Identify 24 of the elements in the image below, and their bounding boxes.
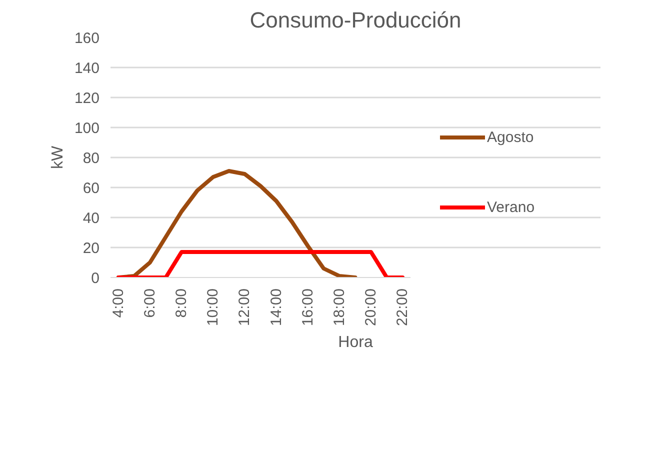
y-tick-label: 120 [74, 90, 100, 107]
y-axis-title: kW [49, 145, 66, 170]
legend-label: Verano [487, 198, 535, 216]
x-tick-label: 20:00 [362, 288, 380, 326]
y-tick-label: 0 [91, 270, 100, 287]
y-tick-label: 160 [74, 30, 100, 47]
x-tick-label: 8:00 [173, 288, 190, 318]
x-tick-label: 4:00 [110, 288, 127, 318]
x-tick-label: 18:00 [330, 288, 348, 326]
x-tick-label: 6:00 [141, 288, 158, 318]
x-tick-label: 22:00 [394, 288, 412, 326]
legend-label: Agosto [487, 128, 534, 146]
x-tick-label: 14:00 [268, 288, 285, 326]
chart-title: Consumo-Producción [250, 8, 462, 32]
y-tick-label: 40 [82, 210, 100, 227]
y-tick-label: 60 [82, 180, 100, 197]
x-tick-label: 16:00 [299, 288, 316, 326]
x-tick-label: 12:00 [236, 288, 254, 326]
x-tick-label: 10:00 [204, 288, 222, 326]
x-axis-title: Hora [338, 334, 373, 352]
y-tick-label: 20 [82, 240, 100, 257]
y-tick-label: 80 [82, 150, 100, 167]
y-tick-label: 140 [74, 60, 100, 77]
y-tick-label: 100 [74, 120, 100, 137]
